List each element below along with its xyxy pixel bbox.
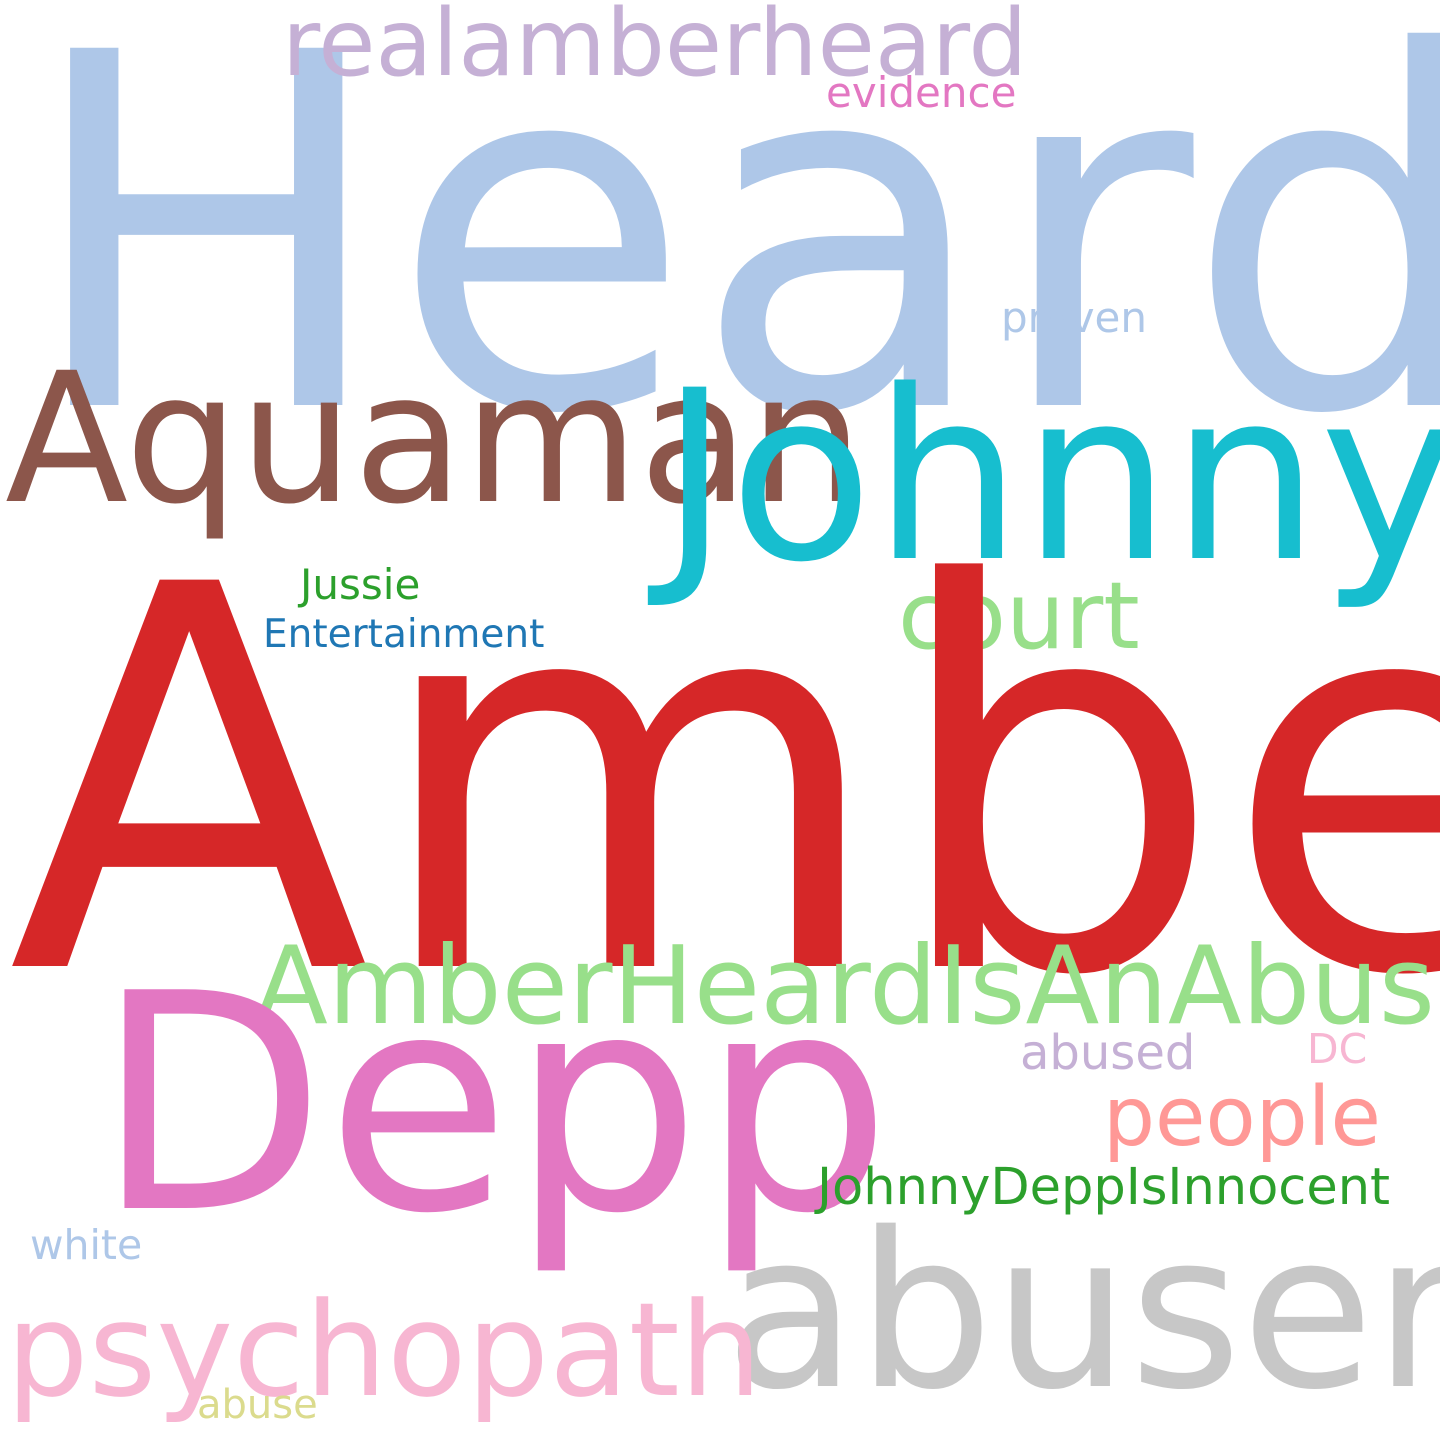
word-court: court bbox=[898, 562, 1140, 670]
word-white: white bbox=[30, 1221, 143, 1269]
word-entertainment: Entertainment bbox=[263, 612, 545, 657]
word-dc: DC bbox=[1307, 1025, 1368, 1073]
word-abused: abused bbox=[1020, 1025, 1196, 1081]
word-heard: Heard bbox=[22, 0, 1440, 521]
word-proven: proven bbox=[1001, 293, 1148, 342]
word-evidence: evidence bbox=[826, 68, 1017, 117]
word-johnny: Johnny bbox=[660, 341, 1440, 614]
word-aquaman: Aquaman bbox=[5, 335, 864, 544]
word-amberheardisanabuser: AmberHeardIsAnAbuser bbox=[254, 924, 1440, 1049]
word-jussie: Jussie bbox=[300, 560, 421, 609]
word-people: people bbox=[1103, 1070, 1381, 1165]
word-abuse: abuse bbox=[197, 1382, 318, 1428]
word-psychopath: psychopath bbox=[6, 1274, 763, 1426]
word-depp: Depp bbox=[95, 930, 892, 1279]
word-johnnydeppisinnocent: JohnnyDeppIsInnocent bbox=[817, 1158, 1391, 1217]
word-realamberheard: realamberheard bbox=[282, 0, 1028, 97]
word-amber: Amber bbox=[8, 474, 1440, 1091]
word-abuser: abuser bbox=[725, 1186, 1440, 1437]
